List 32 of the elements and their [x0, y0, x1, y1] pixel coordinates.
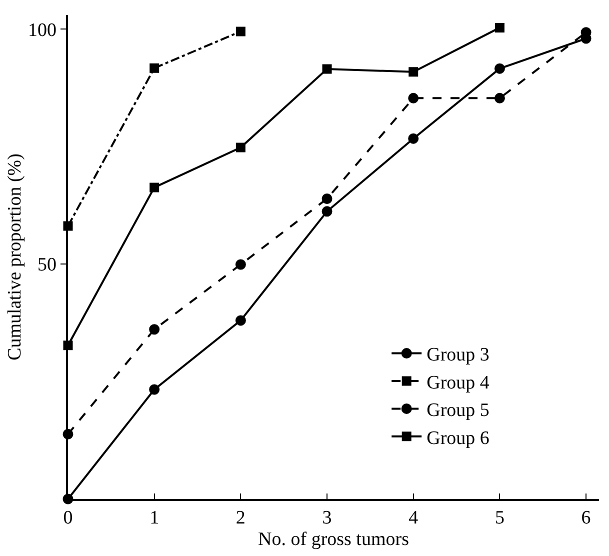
- x-tick-label: 4: [408, 508, 419, 529]
- legend-label: Group 3: [426, 344, 490, 366]
- point: [149, 324, 160, 335]
- point: [494, 63, 505, 74]
- x-tick-label: 0: [63, 508, 73, 529]
- point: [236, 142, 246, 152]
- y-tick-label: 50: [37, 254, 56, 276]
- point: [494, 22, 504, 32]
- x-tick-label: 3: [322, 508, 332, 529]
- point: [235, 259, 246, 270]
- point: [236, 26, 246, 36]
- legend-label: Group 6: [426, 428, 490, 449]
- x-tick-label: 5: [494, 508, 504, 529]
- x-tick-label: 1: [150, 508, 160, 529]
- legend-label: Group 5: [426, 400, 490, 422]
- y-tick-label: 100: [28, 20, 56, 41]
- point: [150, 63, 160, 73]
- point: [494, 92, 505, 104]
- point: [235, 315, 246, 326]
- x-axis-title: No. of gross tumors: [258, 528, 409, 550]
- point: [408, 133, 419, 144]
- point: [322, 193, 332, 204]
- x-tick-label: 2: [236, 508, 246, 529]
- point: [322, 206, 332, 217]
- legend-label: Group 4: [426, 372, 490, 394]
- point: [408, 92, 419, 104]
- point: [322, 64, 332, 74]
- y-axis-title: Cumulative proportion (%): [4, 154, 26, 360]
- x-tick-label: 6: [581, 508, 591, 529]
- point: [150, 182, 160, 192]
- point: [149, 384, 160, 395]
- point: [408, 67, 418, 77]
